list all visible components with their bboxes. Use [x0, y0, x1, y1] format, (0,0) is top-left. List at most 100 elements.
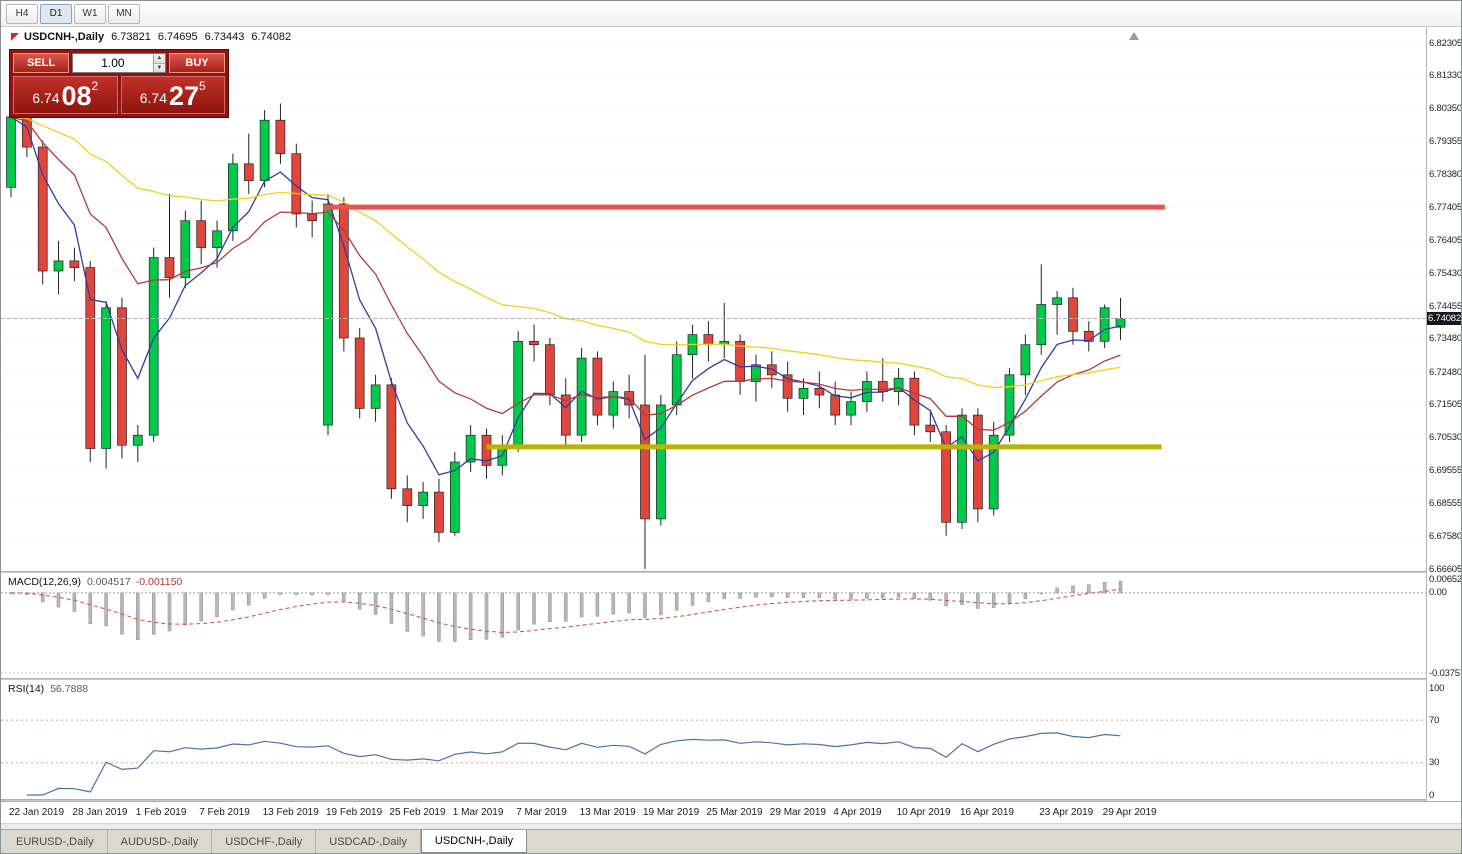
macd-label: MACD(12,26,9) [8, 576, 81, 588]
chart-title: USDCNH-,Daily [24, 31, 105, 43]
horizontal-scrollbar[interactable] [1, 823, 1461, 831]
volume-spinner: ▲ ▼ [152, 54, 165, 72]
price-axis-label: 6.68555 [1429, 498, 1462, 510]
time-axis-label: 13 Feb 2019 [262, 807, 319, 818]
buy-price-display[interactable]: 6.74 27 5 [120, 76, 225, 114]
time-axis-label: 13 Mar 2019 [579, 807, 636, 818]
price-axis-label: 6.75430 [1429, 267, 1462, 279]
tab-usdchf-daily[interactable]: USDCHF-,Daily [212, 830, 317, 853]
buy-price-main: 6.74 [139, 90, 167, 106]
timeframe-button-mn[interactable]: MN [108, 3, 140, 24]
time-axis-label: 29 Mar 2019 [769, 807, 826, 818]
horizontal-lines[interactable] [323, 204, 1165, 450]
price-axis[interactable]: 6.82305 6.81330 6.80350 6.79355 6.78380 6.774… [1426, 27, 1462, 801]
macd-label-row: MACD(12,26,9) 0.004517 -0.001150 [8, 576, 182, 588]
tab-audusd-daily[interactable]: AUDUSD-,Daily [108, 830, 213, 853]
volume-up-icon[interactable]: ▲ [153, 54, 165, 64]
price-axis-label: 6.71505 [1429, 399, 1462, 411]
time-axis-label: 4 Apr 2019 [833, 807, 882, 818]
pane-separator[interactable] [1, 571, 1461, 573]
current-price-tag: 6.74082 [1427, 311, 1461, 325]
ohlc-low: 6.73443 [204, 31, 245, 43]
time-axis-label: 19 Feb 2019 [326, 807, 383, 818]
buy-price-pips: 27 [169, 81, 200, 111]
sell-price-pips: 08 [61, 81, 92, 111]
chart-area[interactable]: 6.82305 6.81330 6.80350 6.79355 6.78380 6.774… [1, 27, 1462, 831]
volume-input[interactable] [73, 54, 153, 72]
sell-price-frac: 2 [91, 79, 99, 93]
macd-axis-label: -0.03757 [1429, 667, 1462, 679]
ohlc-close: 6.74082 [251, 31, 292, 43]
time-axis-label: 25 Feb 2019 [389, 807, 446, 818]
ohlc-open: 6.73821 [111, 31, 151, 43]
time-axis-label: 16 Apr 2019 [960, 807, 1014, 818]
price-axis-label: 6.74455 [1429, 300, 1462, 312]
timeframe-button-d1[interactable]: D1 [40, 3, 72, 24]
volume-down-icon[interactable]: ▼ [153, 63, 165, 72]
rsi-axis-label: 70 [1429, 714, 1440, 726]
time-axis-label: 7 Feb 2019 [199, 807, 250, 818]
time-axis-label: 7 Mar 2019 [516, 807, 567, 818]
pane-separator[interactable] [1, 799, 1461, 801]
chart-tab-bar: EURUSD-,Daily AUDUSD-,Daily USDCHF-,Daily U… [1, 829, 1461, 853]
timeframe-toolbar: H4 D1 W1 MN [1, 1, 1461, 27]
rsi-label: RSI(14) [8, 683, 45, 695]
macd-value: 0.004517 [86, 576, 131, 588]
rsi-axis-label: 100 [1429, 682, 1445, 694]
timeframe-buttons: H4 D1 W1 MN [6, 3, 140, 24]
time-axis-label: 22 Jan 2019 [9, 807, 65, 818]
price-gridlines [1, 42, 1426, 570]
macd-signal-value: -0.001150 [135, 576, 183, 588]
price-axis-label: 6.70530 [1429, 432, 1462, 443]
price-axis-label: 6.80350 [1429, 102, 1462, 114]
chart-title-row: USDCNH-,Daily 6.73821 6.74695 6.73443 6.… [9, 31, 291, 43]
macd-axis-label: 0.00 [1429, 587, 1447, 599]
chart-canvas[interactable] [1, 27, 1426, 801]
time-axis-label: 25 Mar 2019 [706, 807, 763, 818]
tab-usdcad-daily[interactable]: USDCAD-,Daily [316, 830, 421, 853]
price-axis-label: 6.73480 [1429, 333, 1462, 345]
candlestick-series [6, 100, 1126, 569]
one-click-trading-panel: SELL ▲ ▼ BUY 6.74 08 2 6.74 [9, 49, 229, 118]
time-axis-label: 19 Mar 2019 [643, 807, 700, 818]
chart-shift-marker-icon[interactable] [1129, 32, 1139, 40]
sell-price-main: 6.74 [32, 90, 60, 106]
time-axis-label: 28 Jan 2019 [72, 807, 128, 818]
time-axis[interactable]: 22 Jan 2019 28 Jan 2019 1 Feb 2019 7 Feb 20… [1, 801, 1461, 823]
price-axis-label: 6.76405 [1429, 235, 1462, 247]
price-axis-label: 6.78380 [1429, 169, 1462, 180]
time-axis-label: 29 Apr 2019 [1102, 807, 1157, 818]
volume-box: ▲ ▼ [72, 53, 166, 73]
sell-price-display[interactable]: 6.74 08 2 [13, 76, 118, 114]
price-axis-label: 6.77405 [1429, 201, 1462, 213]
pane-separator[interactable] [1, 678, 1461, 680]
price-axis-label: 6.69555 [1429, 464, 1462, 476]
timeframe-button-h4[interactable]: H4 [6, 3, 38, 24]
rsi-indicator [1, 719, 1426, 796]
price-axis-label: 6.79355 [1429, 136, 1462, 148]
sell-button[interactable]: SELL [13, 53, 69, 73]
tab-eurusd-daily[interactable]: EURUSD-,Daily [3, 830, 108, 853]
tab-usdcnh-daily[interactable]: USDCNH-,Daily [420, 830, 528, 853]
symbol-icon [11, 33, 19, 41]
buy-price-frac: 5 [199, 79, 206, 93]
price-axis-label: 6.82305 [1429, 37, 1462, 49]
time-axis-label: 10 Apr 2019 [896, 807, 951, 818]
macd-indicator [1, 580, 1426, 674]
time-axis-label: 23 Apr 2019 [1039, 807, 1094, 818]
time-axis-label: 1 Mar 2019 [452, 807, 504, 818]
price-axis-label: 6.72480 [1429, 366, 1462, 378]
ohlc-high: 6.74695 [157, 31, 198, 43]
rsi-axis-label: 30 [1429, 757, 1440, 769]
timeframe-button-w1[interactable]: W1 [74, 3, 106, 24]
rsi-value: 56.7888 [50, 683, 89, 695]
rsi-axis-label: 0 [1429, 789, 1435, 801]
price-axis-label: 6.81330 [1429, 70, 1462, 82]
rsi-label-row: RSI(14) 56.7888 [8, 683, 88, 695]
price-axis-label: 6.66605 [1429, 563, 1462, 575]
time-axis-label: 1 Feb 2019 [135, 807, 187, 818]
macd-axis-label: 0.006522 [1429, 573, 1462, 585]
price-axis-label: 6.67580 [1429, 530, 1462, 542]
buy-button[interactable]: BUY [169, 53, 225, 73]
